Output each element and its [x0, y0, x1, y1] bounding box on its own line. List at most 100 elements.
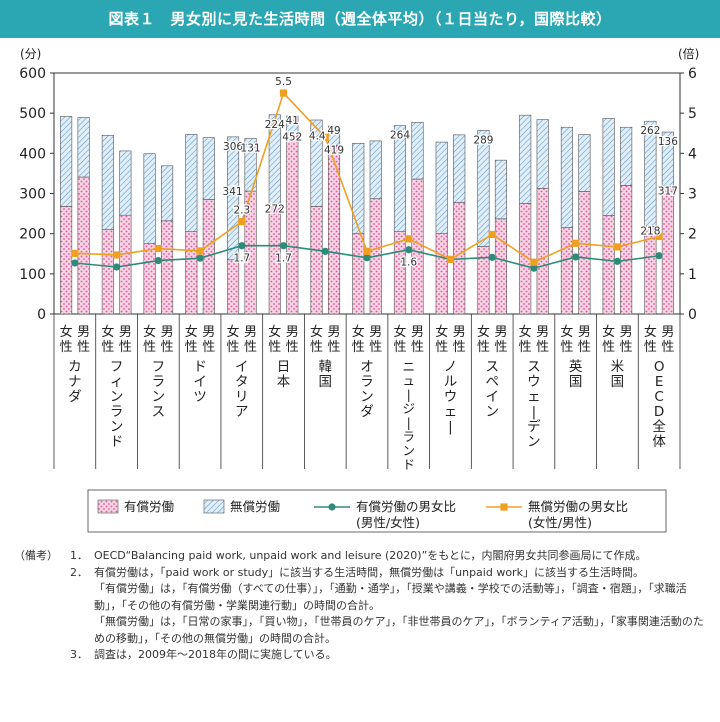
bar-paid-female	[352, 233, 365, 315]
sex-label: 男	[494, 325, 507, 340]
bar-unpaid-male	[286, 115, 299, 133]
bar-unpaid-male	[202, 137, 215, 200]
category-label: ン	[485, 404, 499, 420]
sex-label: 女	[602, 324, 615, 340]
bar-paid-male	[77, 176, 90, 315]
bar-paid-female	[143, 243, 156, 315]
sex-label: 女	[435, 324, 448, 340]
legend-sublabel-unpaid-ratio: (女性/男性)	[528, 515, 592, 530]
category-label: ツ	[193, 389, 207, 405]
sex-label: 男	[119, 325, 132, 340]
ratio-point	[530, 258, 538, 266]
note-line: 調査は，2009年〜2018年の間に実施している。	[94, 648, 337, 661]
bar-paid-male	[494, 218, 508, 315]
ratio-point	[655, 252, 663, 260]
ratio-point	[113, 263, 121, 271]
sex-label: 性	[494, 340, 507, 355]
category-label: 国	[319, 374, 333, 390]
bar-unpaid-male	[77, 117, 90, 178]
data-label: 341	[223, 186, 243, 198]
bar-unpaid-female	[143, 153, 156, 245]
category-label: O	[654, 359, 665, 375]
bar-paid-female	[602, 215, 615, 315]
bar-paid-female	[60, 206, 73, 315]
ratio-point	[154, 256, 162, 265]
ratio-point	[363, 247, 371, 255]
category-label: ィ	[110, 374, 124, 390]
bar-paid-female	[185, 231, 198, 315]
notes-label: （備考）	[14, 549, 58, 562]
sex-label: 男	[411, 325, 424, 340]
category-label: ス	[485, 359, 499, 375]
right-axis-unit: (倍)	[678, 46, 699, 61]
data-label: 306	[223, 141, 243, 153]
category-label: |	[407, 415, 411, 430]
bar-unpaid-male	[161, 165, 174, 222]
ratio-point	[321, 247, 329, 255]
note-item: （備考） 1． OECD“Balancing paid work, unpaid w…	[14, 548, 714, 565]
category-label: リ	[235, 389, 249, 405]
category-label: ェ	[444, 404, 458, 420]
category-label: ウ	[527, 374, 541, 390]
ratio-point	[405, 235, 413, 243]
category-label: オ	[360, 359, 374, 375]
sex-label: 女	[560, 324, 573, 340]
data-label: 272	[265, 204, 285, 216]
category-label: |	[407, 387, 411, 402]
right-tick-label: 0	[688, 307, 697, 323]
note-line: 有償労働は，「paid work or study」に該当する生活時間，無償労働…	[94, 565, 644, 579]
bar-paid-female	[393, 231, 407, 315]
category-label: イ	[193, 374, 207, 390]
category-label: デ	[527, 418, 541, 435]
data-label: 1.7	[233, 253, 250, 265]
bar-unpaid-female	[477, 130, 490, 247]
sex-label: 性	[369, 340, 382, 355]
category-label: ペ	[485, 374, 499, 390]
sex-label: 性	[352, 340, 365, 355]
legend-sublabel-paid-ratio: (男性/女性)	[356, 515, 420, 530]
legend-label-unpaid-ratio: 無償労働の男女比	[528, 499, 628, 514]
sex-label: 性	[77, 340, 90, 355]
data-label: 264	[390, 130, 410, 142]
sex-label: 女	[519, 324, 532, 340]
sex-label: 男	[161, 325, 174, 340]
data-label: 289	[473, 134, 493, 146]
ratio-point	[488, 253, 496, 261]
sex-label: 性	[620, 340, 633, 355]
note-number: 1．	[70, 549, 88, 562]
note-text: 有償労働は，「paid work or study」に該当する生活時間，無償労働…	[94, 565, 714, 648]
bar-unpaid-female	[268, 114, 281, 206]
note-number: 2．	[70, 565, 88, 579]
bar-unpaid-female	[60, 116, 73, 207]
bar-paid-female	[101, 229, 114, 315]
data-label: 4.4	[309, 130, 326, 142]
sex-label: 女	[477, 324, 490, 340]
bar-unpaid-male	[620, 126, 633, 186]
category-label: ン	[402, 443, 415, 458]
legend-marker-unpaid-ratio	[500, 503, 508, 511]
bar-unpaid-male	[494, 159, 508, 220]
right-tick-label: 6	[688, 66, 697, 82]
notes: （備考） 1． OECD“Balancing paid work, unpaid w…	[14, 548, 714, 664]
sex-label: 女	[101, 324, 114, 340]
category-label: ラ	[402, 429, 415, 444]
ratio-point	[363, 254, 371, 262]
bar-paid-female	[477, 246, 490, 315]
ratio-point	[113, 251, 121, 259]
ratio-point	[196, 247, 204, 255]
category-label: ジ	[402, 401, 415, 416]
ratio-point	[613, 243, 621, 251]
right-tick-label: 4	[688, 146, 697, 162]
data-label: 5.5	[275, 76, 292, 88]
category-label: ラ	[360, 374, 374, 390]
bar-unpaid-female	[435, 141, 448, 234]
data-label: 136	[658, 136, 678, 148]
category-label: 日	[277, 359, 291, 375]
sex-label: 性	[602, 340, 615, 355]
data-label: 49	[327, 125, 340, 137]
bar-paid-male	[620, 185, 633, 315]
category-label: 韓	[319, 359, 333, 375]
left-tick-label: 200	[19, 227, 46, 243]
note-item: 3． 調査は，2009年〜2018年の間に実施している。	[14, 647, 714, 664]
